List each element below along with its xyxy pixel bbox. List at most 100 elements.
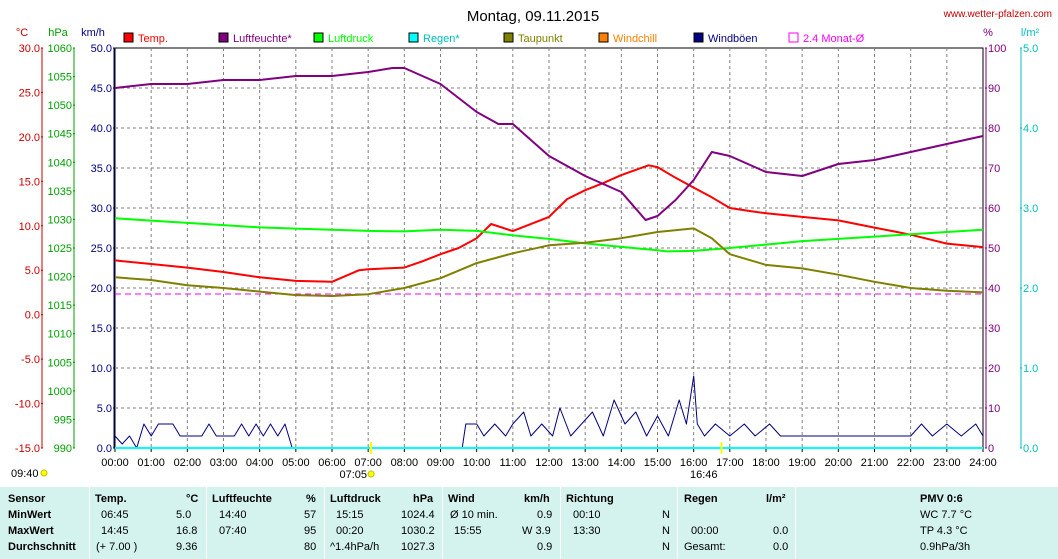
wind-tick-label: 0.0: [97, 443, 112, 455]
col-separator: [677, 487, 678, 559]
pressure-tick-label: 1040: [48, 157, 72, 169]
humidity-tick-label: 60: [988, 203, 1000, 215]
pmv-val: TP 4.3 °C: [920, 525, 968, 537]
humidity-tick-label: 90: [988, 83, 1000, 95]
x-tick-label: 20:00: [825, 457, 853, 469]
press-val: 1030.2: [401, 525, 435, 537]
marker-dot: [367, 470, 375, 478]
legend-swatch: [408, 32, 419, 43]
pressure-tick-label: 1050: [48, 100, 72, 112]
temp-tick-label: 30.0: [19, 43, 40, 55]
temp-time: 06:45: [101, 509, 129, 521]
pressure-tick-label: 1000: [48, 386, 72, 398]
legend-label: Taupunkt: [518, 33, 563, 45]
x-tick-label: 24:00: [969, 457, 997, 469]
col-separator: [324, 487, 325, 559]
hdr-pmv: PMV 0:6: [920, 493, 963, 505]
hdr-hum-unit: %: [306, 493, 316, 505]
hum-val: 57: [304, 509, 317, 521]
rain-tick-label: 3.0: [1023, 203, 1038, 215]
x-tick-label: 15:00: [644, 457, 672, 469]
series-group: [114, 67, 984, 449]
pressure-tick-label: 1010: [48, 329, 72, 341]
pressure-tick-label: 1015: [48, 300, 72, 312]
x-tick-label: 10:00: [463, 457, 491, 469]
x-tick-label: 00:00: [101, 457, 129, 469]
temp-tick-label: -5.0: [21, 354, 40, 366]
dir-val: N: [662, 509, 670, 521]
dir-val: N: [662, 525, 670, 537]
humidity-tick-label: 40: [988, 283, 1000, 295]
wind-axis-label: km/h: [81, 27, 105, 39]
legend-label: Windchill: [613, 33, 657, 45]
rain-time: 00:00: [691, 525, 719, 537]
legend: Temp. Luftfeuchte* Luftdruck Regen* Taupunkt…: [123, 32, 865, 45]
marker-label: 09:40: [11, 468, 39, 480]
series-line-temp: [114, 164, 984, 283]
rain-val: 0.0: [773, 525, 789, 537]
x-tick-label: 02:00: [174, 457, 202, 469]
hum-time: 14:40: [219, 509, 247, 521]
humidity-tick-label: 70: [988, 163, 1000, 175]
rain-tick-label: 1.0: [1023, 363, 1038, 375]
wind-dir-val: W 3.9: [522, 525, 551, 537]
temp-tick-label: 10.0: [19, 221, 40, 233]
col-separator: [442, 487, 443, 559]
legend-label: Windböen: [708, 33, 758, 45]
stats-row-min: MinWert 06:45 5.0 14:40 57 15:15 1024.4 …: [0, 509, 1058, 525]
legend-label: Luftdruck: [328, 33, 374, 45]
wind-tick-label: 50.0: [91, 43, 112, 55]
site-link[interactable]: www.wetter-pfalzen.com: [943, 9, 1052, 20]
row-label: Durchschnitt: [8, 541, 76, 553]
x-tick-label: 23:00: [933, 457, 961, 469]
marker-dot: [40, 469, 48, 477]
dir-time: 00:10: [573, 509, 601, 521]
marker-label: 07:05: [340, 469, 368, 481]
series-line-taupunkt: [114, 227, 984, 297]
pressure-tick-label: 1025: [48, 243, 72, 255]
rain-tick-label: 0.0: [1023, 443, 1038, 455]
pmv-val: WC 7.7 °C: [920, 509, 973, 521]
wind-val: 0.9: [537, 541, 553, 553]
humidity-tick-label: 50: [988, 243, 1000, 255]
hdr-rain: Regen: [684, 493, 718, 505]
stats-table: Sensor Temp. °C Luftfeuchte % Luftdruck …: [0, 487, 1058, 559]
x-tick-label: 03:00: [210, 457, 238, 469]
press-val: 1027.3: [401, 541, 435, 553]
humidity-tick-label: 20: [988, 363, 1000, 375]
wind-tick-label: 30.0: [91, 203, 112, 215]
hdr-temp-unit: °C: [186, 493, 199, 505]
hdr-hum: Luftfeuchte: [212, 493, 272, 505]
pressure-tick-label: 1055: [48, 72, 72, 84]
x-tick-label: 01:00: [137, 457, 165, 469]
stats-header-row: Sensor Temp. °C Luftfeuchte % Luftdruck …: [0, 493, 1058, 509]
temp-time: (+ 7.00 ): [96, 541, 138, 553]
legend-swatch: [788, 32, 799, 43]
pressure-tick-label: 995: [54, 414, 72, 426]
legend-swatch: [123, 32, 134, 43]
x-tick-label: 16:00: [680, 457, 708, 469]
rain-axis-label: l/m²: [1021, 27, 1040, 39]
x-tick-label: 19:00: [788, 457, 816, 469]
temp-time: 14:45: [101, 525, 129, 537]
hdr-press-unit: hPa: [413, 493, 434, 505]
x-tick-label: 13:00: [571, 457, 599, 469]
legend-swatch: [313, 32, 324, 43]
row-label: MinWert: [8, 509, 52, 521]
x-tick-label: 12:00: [535, 457, 563, 469]
humidity-tick-label: 10: [988, 403, 1000, 415]
wind-tick-label: 25.0: [91, 243, 112, 255]
legend-label: Regen*: [423, 33, 460, 45]
hum-val: 95: [304, 525, 317, 537]
rain-tick-label: 4.0: [1023, 123, 1038, 135]
pressure-tick-label: 1045: [48, 129, 72, 141]
x-tick-label: 21:00: [861, 457, 889, 469]
rain-val: 0.0: [773, 541, 789, 553]
rain-time: Gesamt:: [684, 541, 726, 553]
series-line-luftfeuchte: [114, 67, 984, 221]
humidity-axis-label: %: [983, 27, 993, 39]
x-tick-label: 22:00: [897, 457, 925, 469]
stats-row-max: MaxWert 14:45 16.8 07:40 95 00:20 1030.2…: [0, 525, 1058, 541]
pressure-tick-label: 1030: [48, 214, 72, 226]
